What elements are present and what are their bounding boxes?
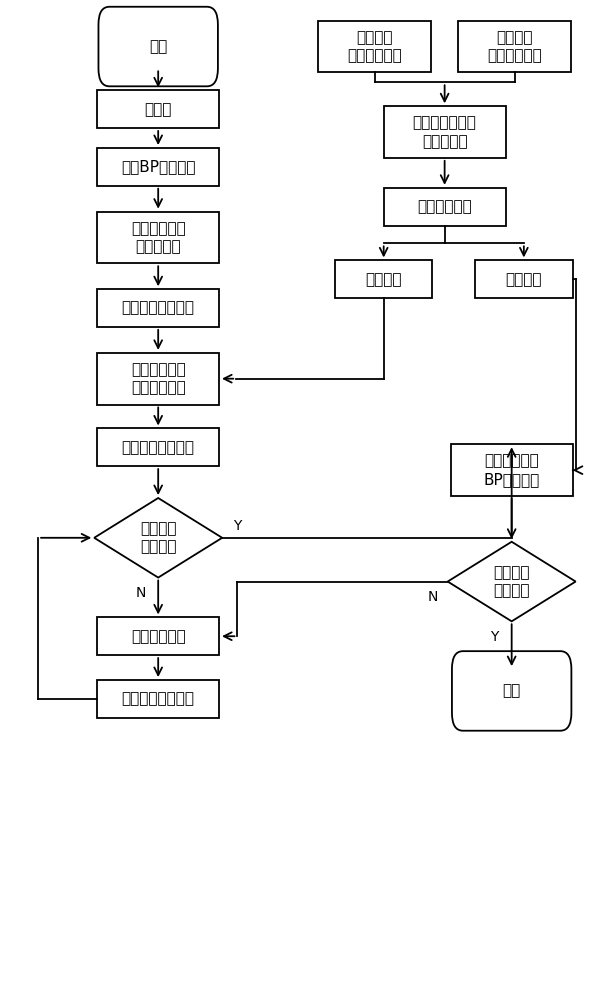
Text: 计算各层误差信号: 计算各层误差信号 [122,440,195,455]
Polygon shape [94,498,222,578]
Text: 结束: 结束 [502,683,521,698]
Text: 测试样本验证
BP神经网络: 测试样本验证 BP神经网络 [483,453,540,487]
FancyBboxPatch shape [452,651,571,731]
Bar [97,428,219,466]
Text: 测试样本: 测试样本 [506,272,542,287]
Bar [97,289,219,327]
Text: 计算各层误差信号: 计算各层误差信号 [122,691,195,706]
Text: 选择算法训练网络: 选择算法训练网络 [122,301,195,316]
Bar [97,212,219,263]
Text: 是否满足
误差要求: 是否满足 误差要求 [493,565,530,598]
Text: 确定预测精度
和网络结构: 确定预测精度 和网络结构 [131,221,186,254]
Bar [384,106,506,158]
Text: Y: Y [490,630,499,644]
Bar [475,260,573,298]
Bar [97,617,219,655]
Text: 调整各层权值: 调整各层权值 [131,629,186,644]
Bar [335,260,432,298]
Bar [318,21,431,72]
Text: 是否满足
误差要求: 是否满足 误差要求 [140,521,177,555]
Bar [97,353,219,405]
Bar [451,444,573,496]
Text: 初始化: 初始化 [145,102,172,117]
Bar [458,21,571,72]
Text: Y: Y [233,519,242,533]
Text: 建立分布式光伏
发电数据库: 建立分布式光伏 发电数据库 [413,115,477,149]
Bar [384,188,506,226]
Text: N: N [136,586,146,600]
Text: N: N [427,590,438,604]
Text: 开始: 开始 [149,39,167,54]
Bar [97,148,219,186]
Polygon shape [448,542,576,621]
Bar [97,90,219,128]
Text: 训练样本: 训练样本 [365,272,402,287]
Bar [97,680,219,718]
Text: 输入训练样本
计算各层输出: 输入训练样本 计算各层输出 [131,362,186,395]
Text: 样本数据分段: 样本数据分段 [417,199,472,214]
Text: 光伏电站
历史气象资料: 光伏电站 历史气象资料 [347,30,402,63]
Text: 建立BP神经网络: 建立BP神经网络 [121,159,196,174]
FancyBboxPatch shape [98,7,218,86]
Text: 光伏电站
同期功率数据: 光伏电站 同期功率数据 [487,30,542,63]
